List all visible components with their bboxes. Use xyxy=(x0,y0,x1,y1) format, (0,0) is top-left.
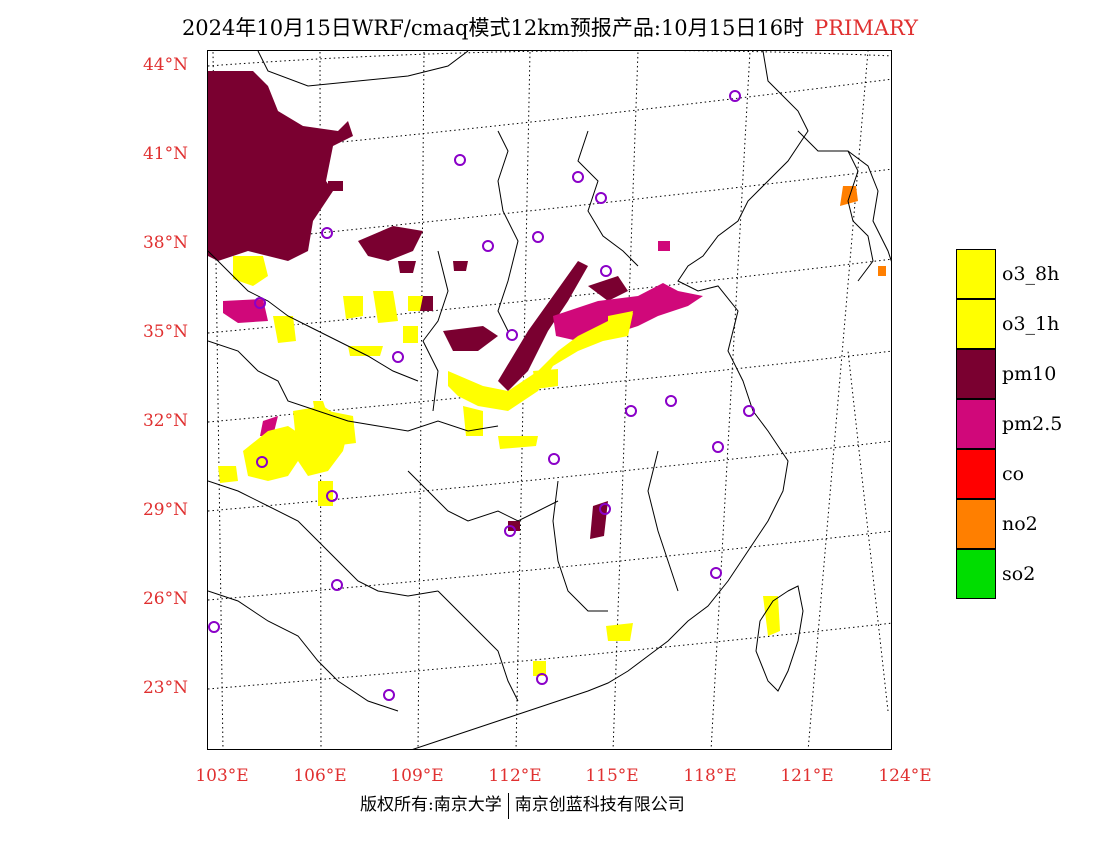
legend-label-so2: so2 xyxy=(1002,563,1036,585)
legend-swatch-o3-8h xyxy=(956,249,996,299)
lon-label-124: 124°E xyxy=(878,766,932,786)
lon-label-118: 118°E xyxy=(683,766,737,786)
lon-label-121: 121°E xyxy=(780,766,834,786)
legend-swatch-pm10 xyxy=(956,349,996,399)
lat-label-26: 26°N xyxy=(142,589,188,609)
legend-label-o3-8h: o3_8h xyxy=(1002,263,1060,285)
footer-right: 南京创蓝科技有限公司 xyxy=(514,795,685,815)
no2-regions xyxy=(840,186,886,276)
title-main: 2024年10月15日WRF/cmaq模式12km预报产品:10月15日16时 xyxy=(181,16,805,40)
lon-label-103: 103°E xyxy=(195,766,249,786)
graticule-lon xyxy=(212,51,889,749)
legend-label-o3-1h: o3_1h xyxy=(1002,313,1060,335)
map-title: 2024年10月15日WRF/cmaq模式12km预报产品:10月15日16时 P… xyxy=(0,12,1100,42)
lat-label-29: 29°N xyxy=(142,500,188,520)
boundaries xyxy=(208,51,891,749)
map-panel[interactable] xyxy=(207,50,892,750)
pm10-regions xyxy=(208,71,628,539)
lat-label-32: 32°N xyxy=(142,411,188,431)
footer-left: 版权所有:南京大学 xyxy=(360,795,502,815)
lat-label-38: 38°N xyxy=(142,233,188,253)
lat-label-35: 35°N xyxy=(142,322,188,342)
legend-swatch-so2 xyxy=(956,549,996,599)
legend-label-co: co xyxy=(1002,463,1025,485)
legend-label-pm10: pm10 xyxy=(1002,363,1057,385)
lat-label-23: 23°N xyxy=(142,678,188,698)
lat-label-44: 44°N xyxy=(142,55,188,75)
legend-swatch-co xyxy=(956,449,996,499)
graticule-lat xyxy=(208,51,891,690)
legend-swatch-pm25 xyxy=(956,399,996,449)
lat-label-41: 41°N xyxy=(142,144,188,164)
title-tag: PRIMARY xyxy=(814,16,919,40)
station-circles xyxy=(208,90,755,701)
lon-label-112: 112°E xyxy=(488,766,542,786)
o3-regions xyxy=(218,256,780,676)
legend-swatch-o3-1h xyxy=(956,299,996,349)
legend-swatch-no2 xyxy=(956,499,996,549)
footer-separator xyxy=(507,792,509,819)
legend-label-no2: no2 xyxy=(1002,513,1038,535)
legend-label-pm25: pm2.5 xyxy=(1002,413,1063,435)
lon-label-115: 115°E xyxy=(585,766,639,786)
copyright-footer: 版权所有:南京大学 南京创蓝科技有限公司 xyxy=(360,790,685,819)
lon-label-109: 109°E xyxy=(390,766,444,786)
map-svg xyxy=(208,51,891,749)
lon-label-106: 106°E xyxy=(293,766,347,786)
